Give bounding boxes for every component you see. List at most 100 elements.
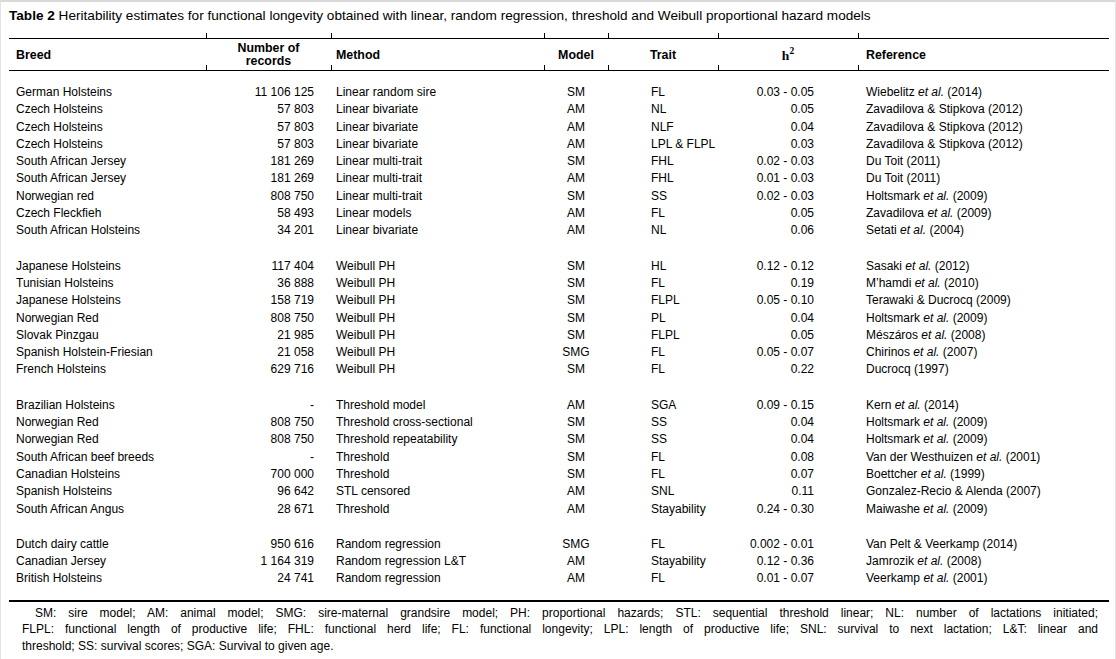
table-row: Canadian Holsteins700 000ThresholdSMFL0.… (9, 466, 1109, 483)
cell-model: SMG (544, 344, 608, 361)
cell-breed: South African Angus (9, 501, 206, 518)
table-row: South African Holsteins34 201Linear biva… (9, 222, 1109, 239)
cell-trait: HL (608, 258, 718, 275)
cell-records: 181 269 (206, 170, 331, 187)
table-row: Norwegian Red808 750Threshold repeatabil… (9, 431, 1109, 448)
cell-model: SMG (544, 536, 608, 553)
cell-trait: SS (608, 414, 718, 431)
cell-reference: Kern et al. (2014) (858, 397, 1109, 414)
cell-breed: Japanese Holsteins (9, 258, 206, 275)
cell-trait: NLF (608, 119, 718, 136)
cell-reference: Van Pelt & Veerkamp (2014) (858, 536, 1109, 553)
table-row: Czech Fleckfieh58 493Linear modelsAMFL0.… (9, 205, 1109, 222)
cell-reference: Van der Westhuizen et al. (2001) (858, 449, 1109, 466)
cell-records: 21 058 (206, 344, 331, 361)
cell-h2: 0.03 - 0.05 (718, 84, 858, 101)
cell-records: 58 493 (206, 205, 331, 222)
column-tick (718, 65, 719, 70)
cell-breed: Czech Fleckfieh (9, 205, 206, 222)
header-h2: h2 (718, 46, 858, 64)
cell-method: Linear multi-trait (331, 188, 544, 205)
cell-method: Random regression L&T (331, 553, 544, 570)
column-tick (608, 33, 609, 38)
cell-method: Linear random sire (331, 84, 544, 101)
cell-trait: SNL (608, 483, 718, 500)
cell-trait: FL (608, 344, 718, 361)
cell-records: 158 719 (206, 292, 331, 309)
column-tick (206, 65, 207, 70)
table-row: Canadian Jersey1 164 319Random regressio… (9, 553, 1109, 570)
cell-method: Linear bivariate (331, 101, 544, 118)
column-tick (608, 65, 609, 70)
cell-breed: Tunisian Holsteins (9, 275, 206, 292)
cell-reference: Zavadilova et al. (2009) (858, 205, 1109, 222)
cell-breed: Canadian Holsteins (9, 466, 206, 483)
cell-method: Weibull PH (331, 344, 544, 361)
cell-trait: FLPL (608, 327, 718, 344)
cell-breed: Czech Holsteins (9, 136, 206, 153)
table-row: British Holsteins24 741Random regression… (9, 570, 1109, 587)
header-reference: Reference (858, 48, 1109, 62)
cell-h2: 0.02 - 0.03 (718, 188, 858, 205)
table-row: South African Jersey181 269Linear multi-… (9, 170, 1109, 187)
cell-h2: 0.05 - 0.10 (718, 292, 858, 309)
table-row: French Holsteins629 716Weibull PHSMFL0.2… (9, 361, 1109, 378)
cell-model: AM (544, 397, 608, 414)
cell-reference: Du Toit (2011) (858, 170, 1109, 187)
cell-trait: FL (608, 84, 718, 101)
cell-records: 700 000 (206, 466, 331, 483)
cell-model: SM (544, 188, 608, 205)
cell-model: SM (544, 361, 608, 378)
cell-breed: Norwegian red (9, 188, 206, 205)
cell-records: 181 269 (206, 153, 331, 170)
cell-breed: South African Jersey (9, 170, 206, 187)
footnote-line: SM: sire model; AM: animal model; SMG: s… (22, 605, 1098, 621)
header-records: Number of records (206, 42, 331, 68)
cell-method: Threshold repeatability (331, 431, 544, 448)
cell-records: 11 106 125 (206, 84, 331, 101)
cell-h2: 0.04 (718, 119, 858, 136)
cell-records: 117 404 (206, 258, 331, 275)
cell-records: 629 716 (206, 361, 331, 378)
cell-reference: Ducrocq (1997) (858, 361, 1109, 378)
cell-method: STL censored (331, 483, 544, 500)
cell-trait: FL (608, 361, 718, 378)
cell-breed: Norwegian Red (9, 431, 206, 448)
table-row: Slovak Pinzgau21 985Weibull PHSMFLPL0.05… (9, 327, 1109, 344)
cell-trait: FHL (608, 153, 718, 170)
cell-breed: South African Holsteins (9, 222, 206, 239)
cell-breed: Slovak Pinzgau (9, 327, 206, 344)
cell-reference: M’hamdi et al. (2010) (858, 275, 1109, 292)
cell-h2: 0.08 (718, 449, 858, 466)
cell-reference: Holtsmark et al. (2009) (858, 310, 1109, 327)
header-model: Model (544, 48, 608, 62)
cell-records: 808 750 (206, 188, 331, 205)
cell-records: 28 671 (206, 501, 331, 518)
cell-trait: PL (608, 310, 718, 327)
cell-model: SM (544, 327, 608, 344)
table-row: South African Angus28 671ThresholdAMStay… (9, 501, 1109, 518)
cell-method: Weibull PH (331, 310, 544, 327)
table-bottom-rule (9, 600, 1109, 602)
cell-model: SM (544, 466, 608, 483)
table-row: Dutch dairy cattle950 616Random regressi… (9, 536, 1109, 553)
cell-trait: Stayability (608, 501, 718, 518)
cell-method: Weibull PH (331, 292, 544, 309)
cell-reference: Zavadilova & Stipkova (2012) (858, 119, 1109, 136)
cell-method: Weibull PH (331, 361, 544, 378)
cell-reference: Jamrozik et al. (2008) (858, 553, 1109, 570)
cell-h2: 0.12 - 0.12 (718, 258, 858, 275)
cell-method: Linear models (331, 205, 544, 222)
cell-breed: Dutch dairy cattle (9, 536, 206, 553)
cell-model: AM (544, 119, 608, 136)
cell-model: AM (544, 483, 608, 500)
cell-reference: Terawaki & Ducrocq (2009) (858, 292, 1109, 309)
cell-trait: SGA (608, 397, 718, 414)
cell-trait: FL (608, 570, 718, 587)
header-method: Method (331, 48, 544, 62)
cell-model: SM (544, 414, 608, 431)
cell-trait: FL (608, 449, 718, 466)
cell-trait: NL (608, 222, 718, 239)
cell-h2: 0.09 - 0.15 (718, 397, 858, 414)
cell-h2: 0.05 (718, 327, 858, 344)
